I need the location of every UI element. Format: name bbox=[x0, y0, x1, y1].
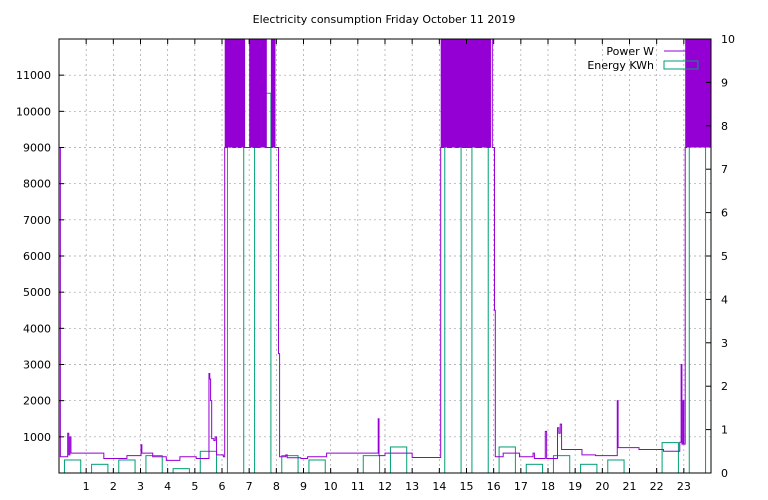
x-tick-label: 2 bbox=[110, 480, 117, 493]
x-tick-label: 9 bbox=[300, 480, 307, 493]
y2-tick-label: 5 bbox=[721, 250, 728, 263]
y-tick-label: 9000 bbox=[23, 142, 51, 155]
y-tick-label: 5000 bbox=[23, 286, 51, 299]
x-tick-label: 19 bbox=[568, 480, 582, 493]
x-tick-label: 1 bbox=[83, 480, 90, 493]
x-tick-label: 3 bbox=[137, 480, 144, 493]
y2-tick-label: 1 bbox=[721, 424, 728, 437]
y2-tick-label: 8 bbox=[721, 120, 728, 133]
x-tick-label: 23 bbox=[677, 480, 691, 493]
y2-tick-label: 7 bbox=[721, 163, 728, 176]
energy-bar bbox=[63, 459, 82, 474]
power-saturation-fill bbox=[685, 39, 711, 148]
x-tick-label: 7 bbox=[246, 480, 253, 493]
legend-label: Energy KWh bbox=[587, 59, 654, 72]
x-tick-label: 15 bbox=[460, 480, 474, 493]
legend-swatch-energy bbox=[663, 60, 699, 70]
x-tick-label: 12 bbox=[378, 480, 392, 493]
y2-tick-label: 3 bbox=[721, 337, 728, 350]
y2-tick-label: 9 bbox=[721, 76, 728, 89]
energy-bar bbox=[580, 463, 598, 474]
energy-bar bbox=[145, 455, 163, 474]
y2-axis-ticks: 0 1 2 3 4 5 6 7 8 9 10 bbox=[706, 33, 735, 480]
x-tick-label: 13 bbox=[405, 480, 419, 493]
power-saturation-fill bbox=[440, 39, 491, 148]
energy-bar bbox=[308, 459, 326, 474]
energy-bar bbox=[172, 468, 190, 474]
energy-bar bbox=[254, 92, 272, 474]
energy-bar bbox=[362, 455, 381, 474]
energy-bar bbox=[661, 442, 679, 474]
y-tick-label: 2000 bbox=[23, 395, 51, 408]
power-saturation-fill bbox=[224, 39, 246, 148]
y-tick-label: 7000 bbox=[23, 214, 51, 227]
x-tick-label: 22 bbox=[650, 480, 664, 493]
y2-tick-label: 4 bbox=[721, 293, 728, 306]
y2-tick-label: 0 bbox=[721, 467, 728, 480]
x-tick-label: 8 bbox=[273, 480, 280, 493]
y-tick-label: 8000 bbox=[23, 178, 51, 191]
x-tick-label: 17 bbox=[514, 480, 528, 493]
energy-bar bbox=[199, 450, 218, 474]
power-line-path bbox=[59, 38, 711, 461]
y2-tick-label: 2 bbox=[721, 380, 728, 393]
x-axis-ticks: 1 2 3 4 5 6 7 8 9 10 11 12 13 14 15 16 17 18 19 20 21 22 23 bbox=[83, 39, 691, 493]
x-tick-label: 6 bbox=[219, 480, 226, 493]
grid bbox=[59, 39, 711, 473]
power-saturation-fill bbox=[249, 39, 267, 148]
x-tick-label: 20 bbox=[595, 480, 609, 493]
chart-title: Electricity consumption Friday October 1… bbox=[253, 13, 516, 26]
x-tick-label: 16 bbox=[487, 480, 501, 493]
x-tick-label: 11 bbox=[351, 480, 365, 493]
x-tick-label: 10 bbox=[324, 480, 338, 493]
energy-bar bbox=[118, 459, 136, 474]
y2-tick-label: 6 bbox=[721, 207, 728, 220]
y-tick-label: 4000 bbox=[23, 322, 51, 335]
power-saturation-fill bbox=[270, 39, 275, 148]
y-tick-label: 1000 bbox=[23, 431, 51, 444]
power-line bbox=[59, 38, 711, 461]
y-tick-label: 10000 bbox=[16, 105, 51, 118]
y-tick-label: 3000 bbox=[23, 359, 51, 372]
x-tick-label: 14 bbox=[432, 480, 446, 493]
y-axis-ticks: 1000 2000 3000 4000 5000 6000 7000 8000 9000 1000… bbox=[16, 69, 64, 444]
energy-bar bbox=[607, 459, 625, 474]
x-tick-label: 5 bbox=[191, 480, 198, 493]
energy-bar bbox=[91, 463, 109, 474]
energy-bars bbox=[63, 60, 707, 474]
energy-bar bbox=[525, 463, 544, 474]
y2-tick-label: 10 bbox=[721, 33, 735, 46]
x-tick-label: 18 bbox=[541, 480, 555, 493]
energy-bar bbox=[389, 446, 408, 474]
y-tick-label: 11000 bbox=[16, 69, 51, 82]
y-tick-label: 6000 bbox=[23, 250, 51, 263]
legend-label: Power W bbox=[606, 45, 654, 58]
energy-bar bbox=[498, 446, 516, 474]
x-tick-label: 21 bbox=[623, 480, 637, 493]
x-tick-label: 4 bbox=[164, 480, 171, 493]
